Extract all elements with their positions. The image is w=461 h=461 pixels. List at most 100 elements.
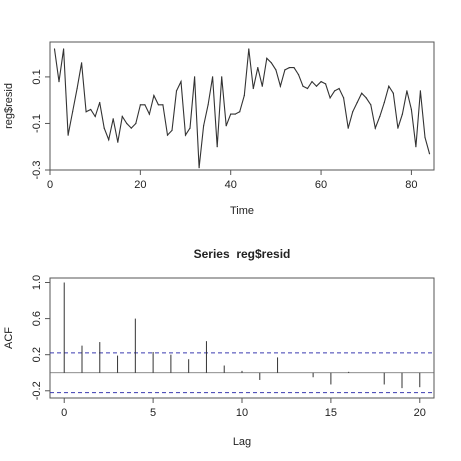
data-point: [419, 90, 421, 92]
data-point: [388, 85, 390, 87]
data-point: [315, 85, 318, 87]
data-point: [67, 134, 69, 136]
x-tick-label: 20: [134, 179, 146, 191]
data-point: [126, 122, 128, 125]
data-point: [139, 104, 141, 106]
data-point: [356, 101, 358, 104]
data-point: [383, 101, 385, 104]
data-point: [257, 67, 259, 69]
data-point: [175, 90, 178, 92]
data-point: [221, 76, 223, 78]
x-tick-label: 20: [414, 407, 426, 419]
x-tick-label: 0: [61, 407, 67, 419]
x-axis-label: Lag: [233, 436, 251, 448]
data-point: [198, 167, 200, 169]
data-point: [112, 118, 114, 120]
data-point: [297, 74, 300, 76]
y-tick-label: 0.2: [31, 347, 43, 362]
y-axis: -0.3 -0.1 0.1: [31, 69, 50, 179]
data-point: [189, 127, 191, 129]
y-tick-label: 0.1: [31, 69, 43, 84]
data-point: [203, 125, 205, 127]
data-point: [370, 104, 372, 106]
data-point: [234, 113, 236, 115]
data-point: [329, 97, 331, 99]
data-point: [352, 111, 354, 113]
data-point: [230, 113, 232, 115]
data-point: [194, 76, 196, 78]
x-tick-label: 10: [236, 407, 248, 419]
y-tick-label: 0.6: [31, 311, 43, 326]
data-point: [72, 111, 74, 113]
data-point: [144, 104, 146, 106]
x-tick-label: 60: [315, 179, 327, 191]
data-point: [279, 85, 281, 87]
data-point: [121, 115, 123, 118]
data-point: [184, 134, 187, 136]
data-point: [302, 85, 304, 87]
data-point: [81, 62, 83, 64]
y-tick-label: 1.0: [31, 275, 43, 290]
data-point: [361, 92, 363, 94]
data-point: [320, 81, 322, 83]
data-point: [275, 69, 277, 71]
data-point: [306, 87, 309, 90]
data-point: [379, 115, 381, 118]
y-axis: -0.2 0.2 0.6 1.0: [31, 275, 50, 400]
y-tick-label: -0.1: [31, 114, 43, 133]
data-point: [406, 90, 408, 92]
data-point: [94, 115, 96, 118]
data-point: [365, 97, 367, 99]
data-point: [108, 139, 110, 141]
data-point: [180, 81, 182, 83]
data-point: [212, 76, 214, 78]
data-point: [288, 67, 290, 69]
data-point: [410, 108, 412, 111]
data-point: [338, 87, 340, 90]
series-points: [53, 48, 431, 169]
data-point: [225, 125, 227, 127]
data-point: [216, 146, 218, 148]
data-point: [85, 111, 87, 113]
x-axis: 0 20 40 60 80: [47, 170, 418, 191]
data-point: [90, 108, 92, 111]
x-tick-label: 15: [325, 407, 337, 419]
data-point: [343, 97, 345, 99]
data-point: [63, 48, 65, 50]
data-point: [261, 85, 263, 87]
data-point: [53, 48, 56, 50]
data-point: [207, 104, 209, 106]
data-point: [76, 87, 78, 90]
x-tick-label: 80: [405, 179, 417, 191]
data-point: [293, 67, 295, 69]
data-point: [252, 87, 254, 90]
x-tick-label: 5: [150, 407, 156, 419]
data-point: [401, 113, 403, 115]
acf-chart: Series reg$resid 0 5 10 15 20 -0.20.20.61.0 …: [3, 247, 435, 448]
data-point: [135, 122, 137, 125]
data-point: [374, 127, 376, 129]
data-point: [392, 92, 394, 94]
data-point: [325, 83, 327, 85]
data-point: [117, 141, 119, 143]
acf-bars: [63, 282, 421, 389]
y-axis-label: ACF: [3, 327, 15, 349]
data-point: [424, 136, 426, 138]
y-axis-label: reg$resid: [3, 83, 15, 129]
data-point: [243, 94, 245, 97]
x-tick-label: 0: [47, 179, 53, 191]
series-line: [53, 48, 431, 168]
data-point: [99, 101, 101, 104]
x-axis-label: Time: [230, 205, 254, 217]
plot-frame: [49, 41, 435, 171]
data-point: [397, 127, 399, 129]
data-point: [171, 129, 173, 131]
data-point: [266, 57, 268, 59]
data-point: [248, 48, 250, 50]
data-point: [157, 104, 159, 106]
data-point: [162, 104, 164, 106]
data-point: [58, 81, 60, 83]
data-point: [415, 146, 417, 148]
data-point: [334, 90, 336, 92]
